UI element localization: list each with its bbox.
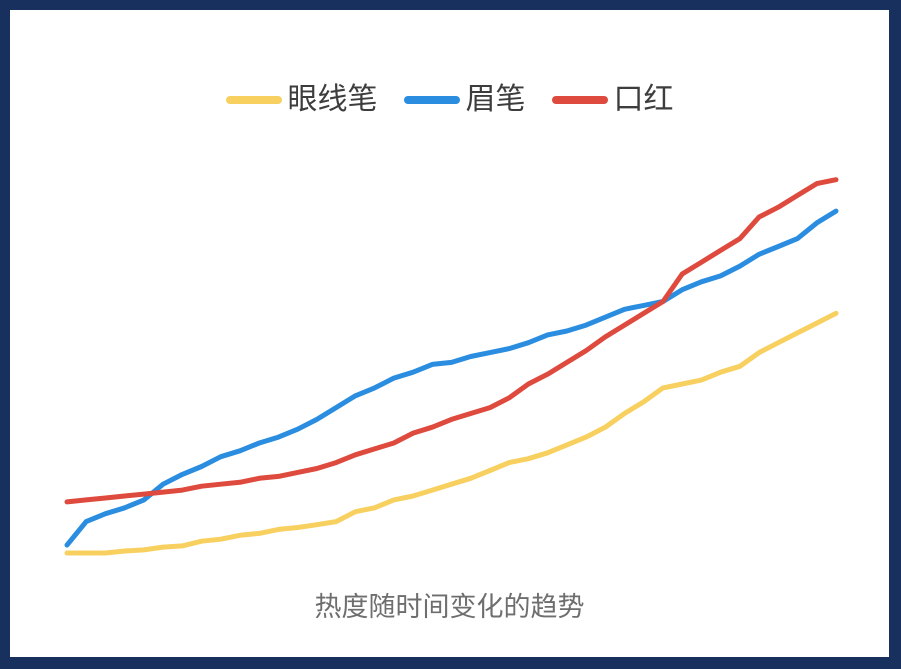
legend: 眼线笔 眉笔 口红 bbox=[10, 80, 889, 120]
chart-caption: 热度随时间变化的趋势 bbox=[314, 592, 585, 623]
series-line-eyebrow-pencil bbox=[64, 208, 839, 548]
series-line-eyeliner bbox=[64, 310, 839, 556]
legend-item-eyeliner[interactable]: 眼线笔 bbox=[225, 80, 378, 120]
legend-item-lipstick[interactable]: 口红 bbox=[551, 80, 674, 120]
chart-frame: 眼线笔 眉笔 口红 热度随时间变化的趋势 bbox=[10, 10, 889, 657]
legend-swatch-eyeliner bbox=[225, 96, 282, 104]
legend-label-eyebrow-pencil: 眉笔 bbox=[465, 82, 526, 117]
legend-swatch-eyebrow-pencil bbox=[403, 96, 460, 104]
plot-area bbox=[64, 177, 839, 556]
legend-label-eyeliner: 眼线笔 bbox=[287, 82, 378, 117]
series-line-lipstick bbox=[64, 177, 839, 505]
legend-label-lipstick: 口红 bbox=[613, 82, 674, 117]
legend-swatch-lipstick bbox=[551, 96, 608, 104]
legend-item-eyebrow-pencil[interactable]: 眉笔 bbox=[403, 80, 526, 120]
